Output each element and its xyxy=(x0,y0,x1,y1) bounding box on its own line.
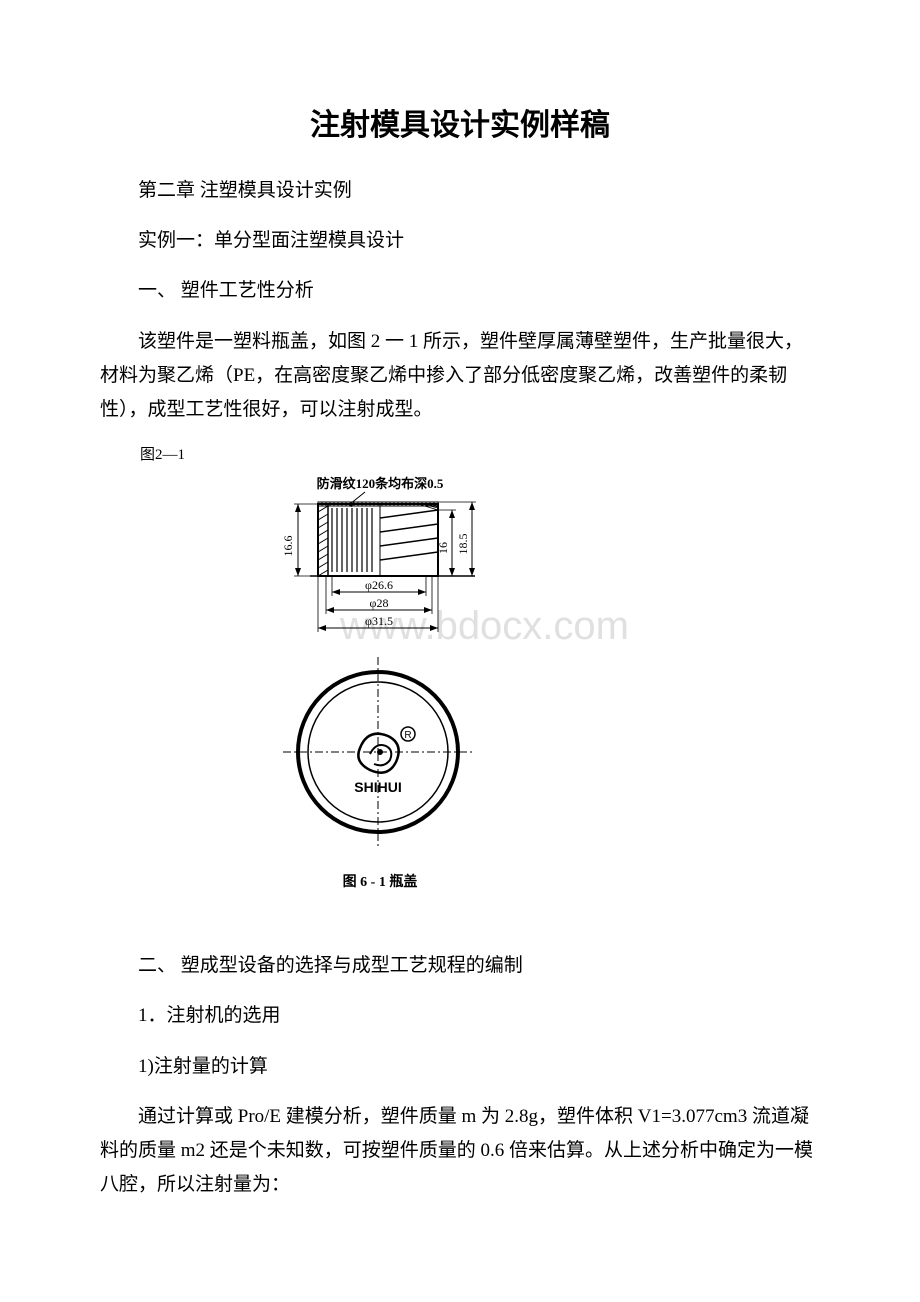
thread-section xyxy=(380,504,438,576)
svg-text:φ28: φ28 xyxy=(370,596,389,610)
svg-text:18.5: 18.5 xyxy=(456,534,470,555)
figure-container: www.bdocx.com 防滑纹120条均布深0.5 xyxy=(20,474,740,919)
annotation-top: 防滑纹120条均布深0.5 xyxy=(317,476,444,491)
figure-reference-label: 图2—1 xyxy=(140,443,820,464)
top-view: R SHIHUI xyxy=(283,657,473,847)
chapter-heading: 第二章 注塑模具设计实例 xyxy=(100,174,820,208)
svg-text:φ26.6: φ26.6 xyxy=(365,578,393,592)
dim-height-right: 18.5 xyxy=(438,502,476,576)
section1-body: 该塑件是一塑料瓶盖，如图 2 一 1 所示，塑件壁厚属薄壁塑件，生产批量很大，材… xyxy=(100,325,820,428)
svg-text:16: 16 xyxy=(436,542,450,554)
section2-body: 通过计算或 Pro/E 建模分析，塑件质量 m 为 2.8g，塑件体积 V1=3… xyxy=(100,1100,820,1203)
example-heading: 实例一：单分型面注塑模具设计 xyxy=(100,224,820,258)
document-title: 注射模具设计实例样稿 xyxy=(100,100,820,144)
cross-section-view xyxy=(310,502,475,576)
hatch-left xyxy=(318,506,328,576)
figure-caption-svg: 图 6 - 1 瓶盖 xyxy=(343,873,418,890)
vertical-ribs xyxy=(332,508,372,572)
dim-height-left: 16.6 xyxy=(281,504,318,576)
svg-text:R: R xyxy=(404,730,411,741)
section1-heading: 一、 塑件工艺性分析 xyxy=(100,274,820,308)
section2-sub1-item1: 1)注射量的计算 xyxy=(100,1050,820,1084)
svg-text:φ31.5: φ31.5 xyxy=(365,614,393,628)
section2-sub1: 1．注射机的选用 xyxy=(100,999,820,1033)
dim-diameter-1: φ26.6 xyxy=(332,576,426,596)
knurl-serrations xyxy=(318,502,438,506)
svg-text:SHIHUI: SHIHUI xyxy=(354,779,401,795)
svg-text:16.6: 16.6 xyxy=(281,536,295,557)
section2-heading: 二、 塑成型设备的选择与成型工艺规程的编制 xyxy=(100,949,820,983)
technical-drawing: 防滑纹120条均布深0.5 xyxy=(240,474,520,919)
